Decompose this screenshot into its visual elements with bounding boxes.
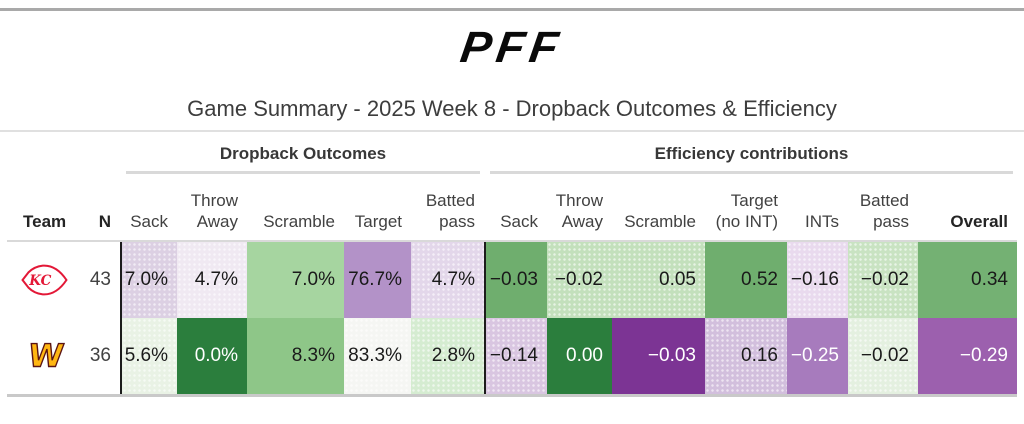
top-rule — [0, 8, 1024, 11]
brand-header: PFF — [0, 21, 1024, 73]
cell-eff-sack: −0.03 — [486, 242, 547, 318]
group-header-label: Dropback Outcomes — [126, 136, 480, 174]
col-header-eff-scramble: Scramble — [624, 212, 696, 231]
cell-target-pct: 76.7% — [344, 242, 411, 318]
section-separator — [484, 318, 486, 394]
cell-batted-pass-pct: 4.7% — [411, 242, 484, 318]
col-header-team: Team — [23, 212, 67, 231]
n-cell: 43 — [89, 269, 111, 290]
cell-eff-scramble: 0.05 — [612, 242, 705, 318]
cell-eff-target-no-int: 0.52 — [705, 242, 787, 318]
cell-sack-pct: 5.6% — [122, 318, 177, 394]
cell-scramble-pct: 8.3% — [247, 318, 344, 394]
col-header-batted-pass-pct: Batted pass — [425, 191, 475, 231]
summary-table: Dropback Outcomes Efficiency contributio… — [7, 136, 1017, 397]
col-header-eff-sack: Sack — [500, 212, 538, 231]
team-logo-cell-chiefs: KC — [7, 242, 69, 318]
cell-eff-batted-pass: −0.02 — [848, 242, 918, 318]
cell-eff-overall: 0.34 — [918, 242, 1017, 318]
group-header-spacer — [7, 136, 122, 174]
group-header-label: Efficiency contributions — [490, 136, 1013, 174]
cell-throw-away-pct: 0.0% — [177, 318, 247, 394]
chiefs-logo: KC — [21, 264, 68, 296]
cell-eff-batted-pass: −0.02 — [848, 318, 918, 394]
col-header-sack-pct: Sack — [130, 212, 168, 231]
n-cell: 36 — [89, 345, 111, 366]
group-header-efficiency-contributions: Efficiency contributions — [486, 136, 1017, 174]
col-header-n: N — [98, 212, 111, 231]
team-logo-cell-commanders: W — [7, 318, 69, 394]
cell-throw-away-pct: 4.7% — [177, 242, 247, 318]
cell-eff-ints: −0.25 — [787, 318, 848, 394]
section-separator — [120, 318, 122, 394]
col-header-eff-throw-away: Throw Away — [555, 191, 603, 231]
col-header-scramble-pct: Scramble — [263, 212, 335, 231]
col-header-eff-overall: Overall — [950, 212, 1008, 231]
commanders-logo: W — [25, 338, 66, 375]
col-header-target-pct: Target — [354, 212, 402, 231]
page-title: Game Summary - 2025 Week 8 - Dropback Ou… — [187, 96, 837, 121]
cell-eff-throw-away: 0.00 — [547, 318, 612, 394]
cell-scramble-pct: 7.0% — [247, 242, 344, 318]
cell-eff-scramble: −0.03 — [612, 318, 705, 394]
title-divider — [0, 130, 1024, 132]
col-header-throw-away-pct: Throw Away — [190, 191, 238, 231]
cell-eff-sack: −0.14 — [486, 318, 547, 394]
section-separator — [484, 242, 486, 318]
cell-batted-pass-pct: 2.8% — [411, 318, 484, 394]
cell-sack-pct: 7.0% — [122, 242, 177, 318]
cell-eff-overall: −0.29 — [918, 318, 1017, 394]
cell-eff-target-no-int: 0.16 — [705, 318, 787, 394]
group-header-dropback-outcomes: Dropback Outcomes — [122, 136, 484, 174]
col-header-eff-target-no-int: Target (no INT) — [715, 191, 778, 231]
cell-eff-throw-away: −0.02 — [547, 242, 612, 318]
col-header-eff-batted-pass: Batted pass — [859, 191, 909, 231]
header-divider — [7, 240, 1017, 242]
section-separator — [120, 242, 122, 318]
pff-logo: PFF — [457, 22, 567, 72]
col-header-eff-ints: INTs — [805, 212, 839, 231]
bottom-rule — [7, 394, 1017, 397]
cell-eff-ints: −0.16 — [787, 242, 848, 318]
svg-text:W: W — [26, 339, 66, 375]
svg-text:KC: KC — [28, 273, 51, 289]
cell-target-pct: 83.3% — [344, 318, 411, 394]
